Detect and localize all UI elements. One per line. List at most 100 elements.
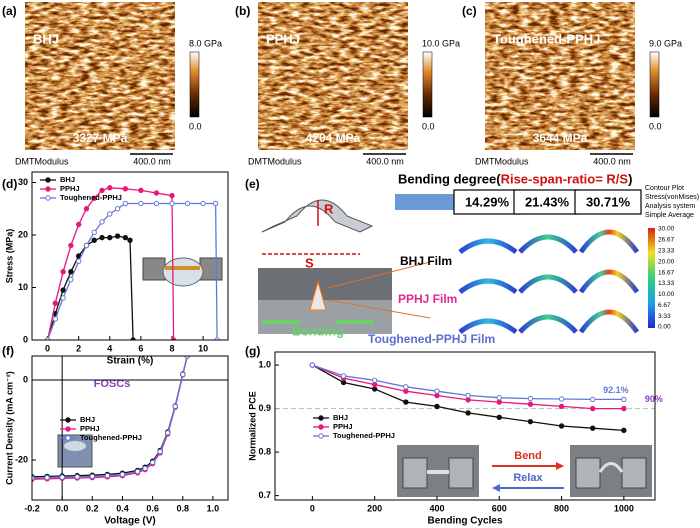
panel-label: (d)	[2, 177, 17, 191]
marker	[558, 396, 565, 402]
relax-label: Relax	[513, 472, 543, 484]
colorbar-max: 8.0 GPa	[189, 38, 222, 48]
marker	[164, 430, 171, 436]
modulus: 3644 MPa	[533, 131, 588, 145]
plot-frame	[31, 171, 229, 341]
clamp	[448, 457, 474, 489]
x-tick-label: 0.2	[86, 503, 99, 513]
marker	[172, 403, 178, 410]
panel-label: (c)	[462, 4, 477, 18]
marker	[590, 425, 596, 431]
marker	[89, 473, 96, 480]
x-tick-label: 10	[198, 343, 208, 353]
marker	[149, 459, 156, 466]
marker	[340, 373, 347, 379]
marker	[114, 206, 121, 212]
colorbar	[189, 51, 200, 118]
x-tick-label: 2	[76, 343, 81, 353]
contour-tick: 10.00	[658, 291, 675, 298]
film	[427, 470, 449, 474]
colorbar	[649, 51, 660, 118]
degree-box	[453, 189, 521, 215]
marker	[138, 200, 144, 207]
bent-film	[309, 280, 327, 311]
afm-image	[485, 2, 635, 150]
marker	[621, 405, 627, 412]
afm-image	[25, 2, 175, 150]
marker	[496, 399, 502, 405]
marker	[122, 200, 129, 207]
legend-marker	[318, 415, 324, 421]
x-axis-label: Bending Cycles	[427, 516, 502, 527]
stress-arc	[458, 238, 518, 255]
marker	[60, 287, 66, 293]
marker	[200, 200, 206, 207]
x-tick-label: 1.0	[207, 503, 220, 513]
marker	[52, 316, 59, 322]
marker	[91, 229, 97, 236]
contour-tick: 0.00	[658, 324, 671, 331]
marker	[107, 211, 113, 217]
marker	[91, 237, 97, 243]
degree-box	[513, 189, 581, 215]
legend-label: PPHJ	[80, 424, 100, 433]
contour-bar	[648, 228, 655, 328]
marker	[184, 200, 191, 207]
bent-strip	[261, 199, 374, 233]
legend-label: BHJ	[60, 175, 75, 184]
stress-arc	[518, 274, 578, 294]
series-line	[32, 356, 188, 478]
y-axis-label: Normalized PCE	[247, 391, 257, 461]
film	[598, 462, 624, 473]
marker	[527, 401, 534, 407]
stress-arc	[518, 234, 578, 254]
marker	[127, 237, 133, 243]
bend-label: Bend	[514, 450, 542, 462]
water-dish	[162, 257, 204, 287]
cell-inset	[57, 434, 93, 468]
legend-marker	[318, 433, 324, 439]
channel: DMTModulus	[248, 156, 302, 166]
y-tick-label: 10	[18, 282, 28, 292]
marker	[465, 410, 471, 416]
marker	[60, 295, 66, 301]
marker	[434, 392, 440, 399]
rise-label: R	[324, 201, 334, 216]
value-label: 92.1%	[603, 385, 629, 395]
x-axis-label: Strain (%)	[107, 356, 154, 367]
channel: DMTModulus	[15, 156, 69, 166]
panel-label: (a)	[2, 4, 17, 18]
modulus: 4204 MPa	[306, 131, 361, 145]
marker	[122, 234, 129, 241]
marker	[371, 386, 378, 392]
callout	[327, 299, 431, 319]
marker	[44, 474, 50, 481]
stress-arc	[518, 314, 578, 334]
degree: 21.43%	[525, 194, 570, 209]
clamp	[621, 457, 647, 489]
panel-label: (b)	[235, 4, 250, 18]
marker	[99, 219, 105, 225]
legend-label: Toughened-PPHJ	[333, 431, 395, 440]
marker	[180, 371, 186, 378]
colorbar-min: 0.0	[422, 121, 435, 131]
contour-title: Analysis system	[645, 203, 695, 210]
legend-label: Toughened-PPHJ	[80, 433, 142, 442]
stress-arc	[578, 269, 640, 294]
x-tick-label: 4	[107, 343, 112, 353]
marker	[153, 200, 160, 207]
marker	[99, 234, 105, 241]
degree: 30.71%	[586, 194, 631, 209]
y-tick-label: 0.9	[258, 403, 271, 413]
span-label: S	[305, 255, 314, 270]
marker	[153, 190, 160, 196]
marker	[74, 474, 80, 480]
y-tick-label: 0.8	[258, 446, 271, 456]
clamp	[199, 257, 223, 281]
marker	[104, 472, 111, 479]
plot-area	[309, 362, 627, 434]
legend-label: BHJ	[80, 415, 95, 424]
y-tick-label: 30	[18, 177, 28, 187]
stress-arc	[578, 229, 640, 254]
